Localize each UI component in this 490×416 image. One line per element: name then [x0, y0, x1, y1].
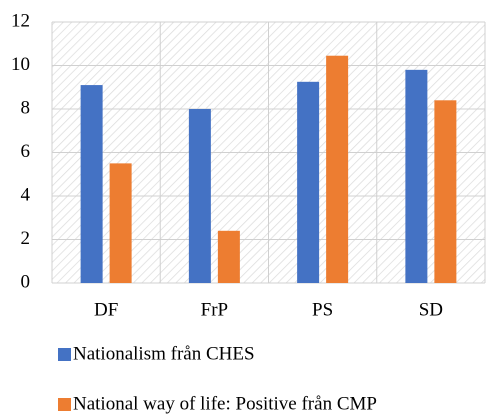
x-tick-label: DF: [94, 299, 118, 320]
x-tick-label: SD: [419, 299, 443, 320]
bar: [297, 81, 320, 283]
y-tick-label: 2: [21, 228, 31, 249]
legend-swatch: [58, 398, 71, 411]
bar: [109, 163, 132, 283]
bar: [405, 69, 428, 283]
bar: [80, 85, 103, 283]
legend-label: National way of life: Positive från CMP: [73, 393, 377, 414]
y-tick-label: 8: [21, 97, 31, 118]
bar: [434, 100, 457, 283]
y-tick-label: 0: [21, 271, 31, 292]
bar: [326, 55, 349, 284]
bar: [188, 109, 211, 283]
x-tick-label: FrP: [201, 299, 228, 320]
legend-swatch: [58, 348, 71, 361]
y-tick-label: 12: [11, 10, 30, 31]
y-tick-label: 10: [11, 54, 30, 75]
y-tick-label: 4: [21, 184, 31, 205]
legend-label: Nationalism från CHES: [73, 343, 255, 364]
bar: [217, 230, 240, 283]
x-tick-label: PS: [312, 299, 333, 320]
y-tick-label: 6: [21, 141, 31, 162]
